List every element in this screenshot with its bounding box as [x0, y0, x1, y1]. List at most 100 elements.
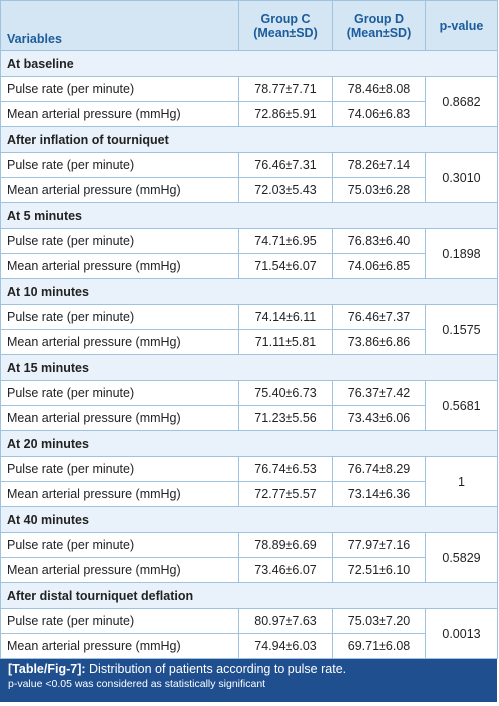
data-row: Mean arterial pressure (mmHg) 72.77±5.57 7… [0, 481, 498, 507]
variable-cell: Mean arterial pressure (mmHg) [0, 329, 239, 355]
group-c-cell: 78.77±7.71 [238, 76, 333, 102]
caption-note: p-value <0.05 was considered as statisti… [8, 678, 266, 690]
section-row: At 20 minutes [0, 430, 498, 457]
section-title: At 20 minutes [0, 430, 498, 457]
p-value-cell: 0.0013 [425, 608, 498, 659]
group-d-cell: 69.71±6.08 [332, 633, 426, 659]
group-c-cell: 80.97±7.63 [238, 608, 333, 634]
section-title: At 15 minutes [0, 354, 498, 381]
section-title: At baseline [0, 50, 498, 77]
section-title: At 40 minutes [0, 506, 498, 533]
group-c-cell: 76.46±7.31 [238, 152, 333, 178]
group-d-cell: 76.37±7.42 [332, 380, 426, 406]
variable-cell: Mean arterial pressure (mmHg) [0, 633, 239, 659]
header-text: (Mean±SD) [346, 25, 412, 40]
group-d-cell: 76.83±6.40 [332, 228, 426, 254]
header-cell: Group D (Mean±SD) [332, 0, 426, 51]
p-value-cell: 0.3010 [425, 152, 498, 203]
data-row: Pulse rate (per minute) 80.97±7.63 75.03±7… [0, 608, 498, 659]
data-row: Pulse rate (per minute) 75.40±6.73 76.37±7… [0, 380, 498, 431]
group-d-cell: 76.74±8.29 [332, 456, 426, 482]
group-c-cell: 72.03±5.43 [238, 177, 333, 203]
header-text: Group C [260, 11, 311, 26]
section-title: After inflation of tourniquet [0, 126, 498, 153]
section-row: At 40 minutes [0, 506, 498, 533]
header-text: Group D [354, 11, 404, 26]
header-row: Variables Group C (Mean±SD) Group D (Mean±… [0, 0, 498, 51]
group-d-cell: 75.03±7.20 [332, 608, 426, 634]
group-d-cell: 78.26±7.14 [332, 152, 426, 178]
group-c-cell: 74.94±6.03 [238, 633, 333, 659]
group-d-cell: 74.06±6.85 [332, 253, 426, 279]
variable-cell: Pulse rate (per minute) [0, 380, 239, 406]
data-row: Mean arterial pressure (mmHg) 74.94±6.03 6… [0, 633, 498, 659]
section-row: After inflation of tourniquet [0, 126, 498, 153]
group-c-cell: 76.74±6.53 [238, 456, 333, 482]
group-c-cell: 71.23±5.56 [238, 405, 333, 431]
variable-cell: Pulse rate (per minute) [0, 228, 239, 254]
caption-label: [Table/Fig-7]: [8, 662, 86, 676]
section-row: At 5 minutes [0, 202, 498, 229]
data-row: Mean arterial pressure (mmHg) 73.46±6.07 7… [0, 557, 498, 583]
section-row: At 10 minutes [0, 278, 498, 305]
data-row: Pulse rate (per minute) 74.14±6.11 76.46±7… [0, 304, 498, 355]
variable-cell: Mean arterial pressure (mmHg) [0, 101, 239, 127]
caption-text: Distribution of patients according to pu… [89, 662, 347, 676]
section-title: After distal tourniquet deflation [0, 582, 498, 609]
group-d-cell: 76.46±7.37 [332, 304, 426, 330]
group-d-cell: 74.06±6.83 [332, 101, 426, 127]
data-table: Variables Group C (Mean±SD) Group D (Mean±… [0, 0, 498, 659]
group-c-cell: 71.54±6.07 [238, 253, 333, 279]
group-c-cell: 72.77±5.57 [238, 481, 333, 507]
p-value-cell: 0.8682 [425, 76, 498, 127]
group-c-cell: 74.71±6.95 [238, 228, 333, 254]
data-row: Mean arterial pressure (mmHg) 71.23±5.56 7… [0, 405, 498, 431]
group-d-cell: 75.03±6.28 [332, 177, 426, 203]
data-row: Mean arterial pressure (mmHg) 72.03±5.43 7… [0, 177, 498, 203]
p-value-cell: 1 [425, 456, 498, 507]
group-d-cell: 78.46±8.08 [332, 76, 426, 102]
caption-line: [Table/Fig-7]: Distribution of patients … [8, 662, 489, 676]
p-value-cell: 0.1898 [425, 228, 498, 279]
variable-cell: Mean arterial pressure (mmHg) [0, 557, 239, 583]
variable-cell: Mean arterial pressure (mmHg) [0, 253, 239, 279]
group-d-cell: 73.86±6.86 [332, 329, 426, 355]
variable-cell: Mean arterial pressure (mmHg) [0, 405, 239, 431]
data-row: Pulse rate (per minute) 78.77±7.71 78.46±8… [0, 76, 498, 127]
variable-cell: Mean arterial pressure (mmHg) [0, 177, 239, 203]
section-title: At 10 minutes [0, 278, 498, 305]
data-row: Mean arterial pressure (mmHg) 72.86±5.91 7… [0, 101, 498, 127]
variable-cell: Mean arterial pressure (mmHg) [0, 481, 239, 507]
header-cell: Variables [0, 0, 239, 51]
header-cell: p-value [425, 0, 498, 51]
group-d-cell: 73.43±6.06 [332, 405, 426, 431]
section-row: After distal tourniquet deflation [0, 582, 498, 609]
p-value-cell: 0.5681 [425, 380, 498, 431]
header-text: (Mean±SD) [253, 25, 318, 40]
group-c-cell: 73.46±6.07 [238, 557, 333, 583]
variable-cell: Pulse rate (per minute) [0, 76, 239, 102]
data-row: Pulse rate (per minute) 78.89±6.69 77.97±7… [0, 532, 498, 583]
data-row: Pulse rate (per minute) 74.71±6.95 76.83±6… [0, 228, 498, 279]
p-value-cell: 0.1575 [425, 304, 498, 355]
group-c-cell: 75.40±6.73 [238, 380, 333, 406]
variable-cell: Pulse rate (per minute) [0, 304, 239, 330]
p-value-cell: 0.5829 [425, 532, 498, 583]
header-cell: Group C (Mean±SD) [238, 0, 333, 51]
variable-cell: Pulse rate (per minute) [0, 456, 239, 482]
data-row: Mean arterial pressure (mmHg) 71.54±6.07 7… [0, 253, 498, 279]
group-c-cell: 74.14±6.11 [238, 304, 333, 330]
section-row: At baseline [0, 50, 498, 77]
group-d-cell: 72.51±6.10 [332, 557, 426, 583]
group-d-cell: 77.97±7.16 [332, 532, 426, 558]
variable-cell: Pulse rate (per minute) [0, 608, 239, 634]
group-d-cell: 73.14±6.36 [332, 481, 426, 507]
section-row: At 15 minutes [0, 354, 498, 381]
group-c-cell: 72.86±5.91 [238, 101, 333, 127]
variable-cell: Pulse rate (per minute) [0, 152, 239, 178]
data-row: Pulse rate (per minute) 76.74±6.53 76.74±8… [0, 456, 498, 507]
group-c-cell: 71.11±5.81 [238, 329, 333, 355]
variable-cell: Pulse rate (per minute) [0, 532, 239, 558]
section-title: At 5 minutes [0, 202, 498, 229]
